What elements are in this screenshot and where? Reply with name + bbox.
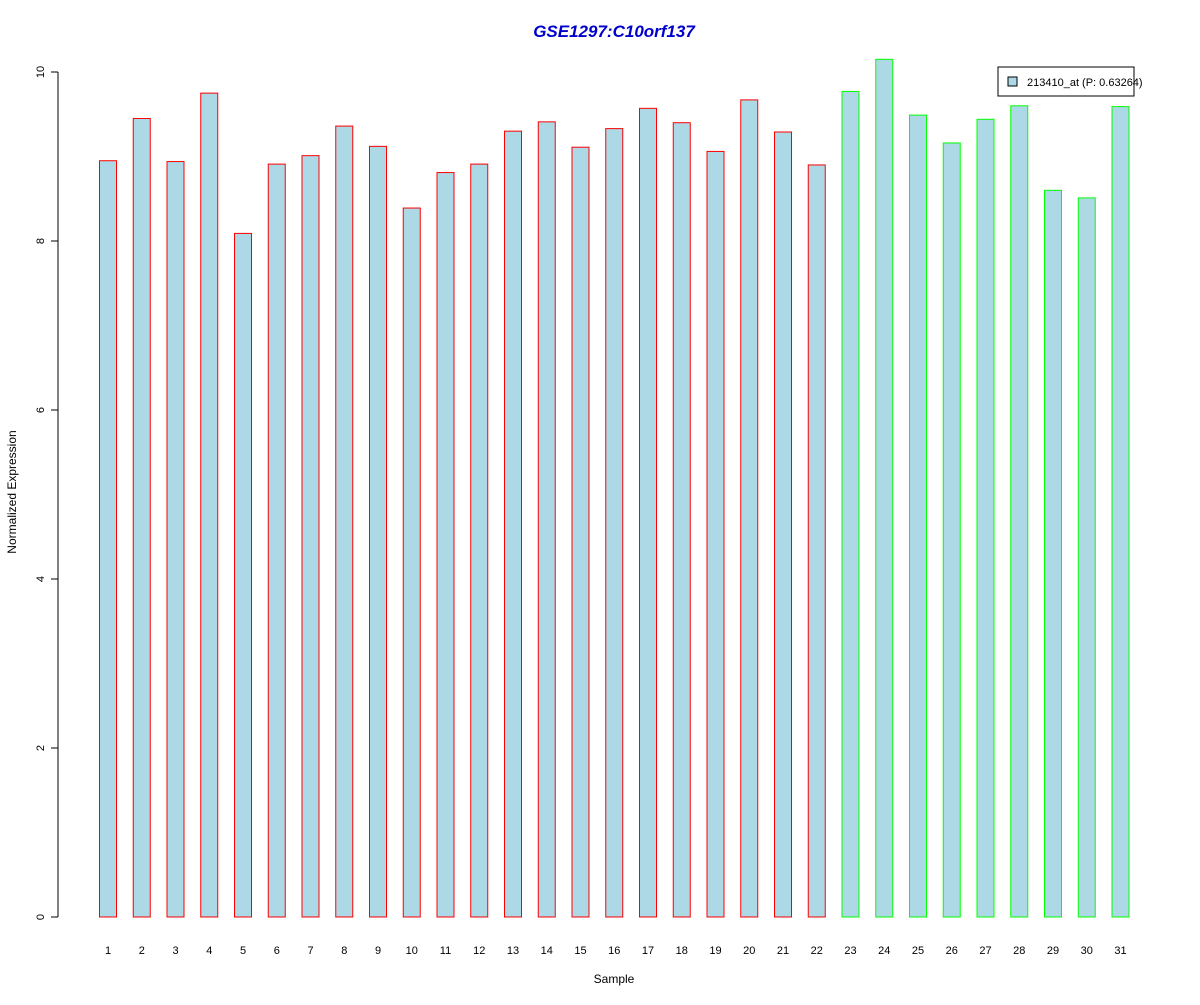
y-tick-label: 0 — [35, 914, 47, 920]
bar — [706, 150, 725, 918]
bar — [234, 232, 252, 918]
x-tick-label: 11 — [440, 945, 451, 957]
y-tick-label: 6 — [35, 407, 47, 413]
bar — [335, 125, 354, 918]
bar — [942, 142, 961, 918]
x-tick-label: 13 — [507, 945, 519, 957]
y-tick-label: 8 — [35, 238, 47, 244]
bar — [369, 145, 387, 918]
x-tick-label: 22 — [811, 945, 823, 957]
x-tick-label: 15 — [574, 945, 586, 957]
x-tick-label: 30 — [1081, 945, 1093, 957]
bar — [166, 161, 185, 918]
bar — [1010, 105, 1029, 918]
bar — [200, 92, 219, 918]
bar — [132, 117, 151, 918]
bar — [436, 172, 455, 918]
x-tick-label: 4 — [206, 945, 212, 957]
x-tick-label: 19 — [709, 945, 721, 957]
bar — [537, 121, 556, 918]
bar — [875, 58, 894, 918]
legend-swatch — [1007, 76, 1018, 87]
bar — [976, 118, 995, 918]
x-tick-label: 6 — [274, 945, 280, 957]
legend-label: 213410_at (P: 0.63264) — [1027, 77, 1143, 89]
y-axis: 0 2 4 6 8 10 — [35, 66, 59, 920]
bar — [1044, 189, 1062, 918]
bar — [807, 164, 826, 918]
bar — [402, 207, 421, 918]
x-tick-label: 17 — [642, 945, 654, 957]
bar — [740, 99, 759, 918]
x-tick-label: 20 — [743, 945, 755, 957]
x-tick-label: 23 — [844, 945, 856, 957]
bar — [639, 107, 657, 918]
y-axis-label: Normalized Expression — [5, 430, 19, 553]
x-tick-label: 1 — [105, 945, 111, 957]
x-tick-label: 3 — [172, 945, 178, 957]
x-tick-label: 14 — [541, 945, 553, 957]
bars-group — [99, 58, 1130, 918]
bar — [774, 131, 792, 918]
bar — [909, 114, 927, 918]
legend: 213410_at (P: 0.63264) — [997, 66, 1143, 97]
x-tick-label: 21 — [777, 945, 789, 957]
x-tick-label: 24 — [878, 945, 890, 957]
bar — [605, 128, 624, 918]
x-tick-label: 12 — [473, 945, 485, 957]
x-tick-label: 8 — [341, 945, 347, 957]
x-tick-label: 27 — [979, 945, 991, 957]
bar — [301, 155, 320, 918]
bar — [99, 160, 117, 918]
bar — [571, 146, 590, 918]
x-tick-label: 7 — [307, 945, 313, 957]
bar — [504, 130, 522, 918]
x-tick-label: 25 — [912, 945, 924, 957]
x-tick-label: 10 — [406, 945, 418, 957]
legend-box — [997, 66, 1135, 97]
bar — [1077, 197, 1096, 918]
x-tick-label: 16 — [608, 945, 620, 957]
x-tick-label: 9 — [375, 945, 381, 957]
x-tick-label: 5 — [240, 945, 246, 957]
x-tick-label: 18 — [676, 945, 688, 957]
x-axis-label: Sample — [594, 972, 635, 986]
bar — [470, 163, 489, 918]
x-tick-labels: 1 2 3 4 5 6 7 8 9 10 11 12 13 14 15 16 17 18 19 20 21 22 23 24 2… — [105, 945, 1127, 957]
x-tick-label: 26 — [946, 945, 958, 957]
bar — [267, 163, 286, 918]
x-tick-label: 29 — [1047, 945, 1059, 957]
bar — [841, 90, 860, 918]
x-tick-label: 2 — [139, 945, 145, 957]
x-tick-label: 31 — [1114, 945, 1126, 957]
chart-title: GSE1297:C10orf137 — [533, 22, 696, 41]
bar — [1111, 106, 1130, 918]
x-tick-label: 28 — [1013, 945, 1025, 957]
y-tick-label: 2 — [35, 745, 47, 751]
bar — [672, 122, 691, 918]
y-tick-label: 4 — [35, 576, 47, 582]
y-tick-label: 10 — [35, 66, 47, 78]
